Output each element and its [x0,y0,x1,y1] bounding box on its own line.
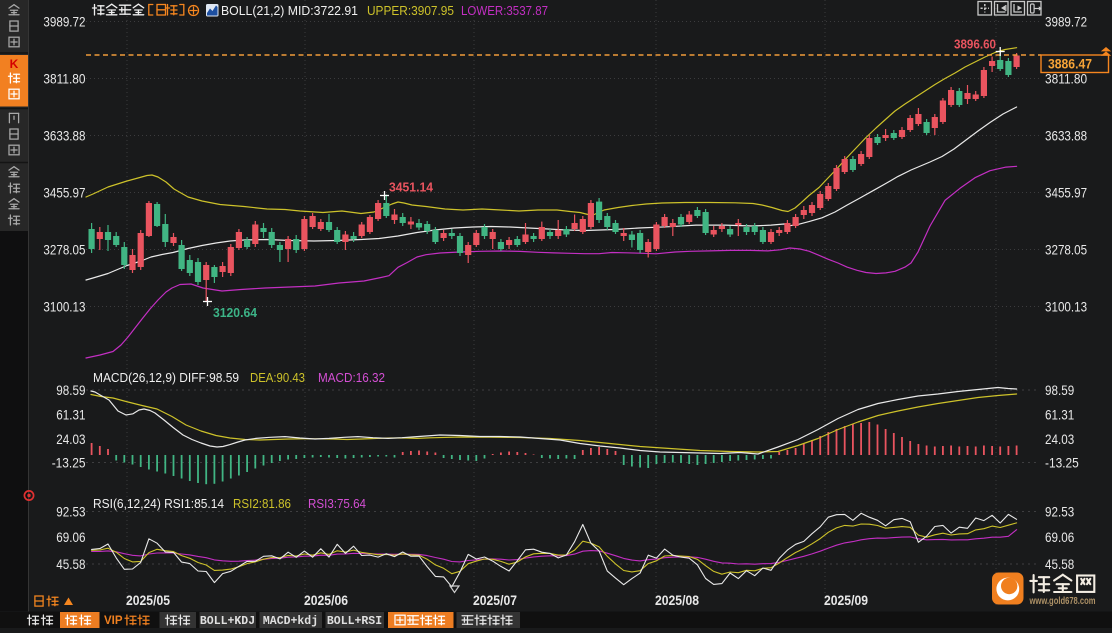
svg-text:3811.80: 3811.80 [43,71,85,86]
svg-text:61.31: 61.31 [1045,407,1074,422]
svg-text:3278.05: 3278.05 [1045,242,1087,257]
svg-text:BOLL+KDJ: BOLL+KDJ [200,615,255,628]
svg-text:61.31: 61.31 [56,407,85,422]
svg-text:98.59: 98.59 [56,383,85,398]
svg-text:VIP: VIP [104,615,123,627]
svg-text:3886.47: 3886.47 [1048,57,1092,72]
svg-text:-13.25: -13.25 [1045,455,1079,470]
svg-text:DEA:90.43: DEA:90.43 [250,370,305,385]
svg-text:24.03: 24.03 [56,432,85,447]
svg-text:3811.80: 3811.80 [1045,71,1087,86]
svg-text:2025/05: 2025/05 [126,593,170,608]
svg-text:3100.13: 3100.13 [1045,299,1087,314]
svg-text:69.06: 69.06 [1045,530,1074,545]
svg-text:LOWER:3537.87: LOWER:3537.87 [461,3,548,18]
svg-text:UPPER:3907.95: UPPER:3907.95 [367,3,454,18]
svg-text:92.53: 92.53 [1045,504,1074,519]
svg-text:24.03: 24.03 [1045,432,1074,447]
svg-text:3120.64: 3120.64 [213,305,258,320]
svg-text:2025/09: 2025/09 [824,593,868,608]
svg-text:MACD(26,12,9) DIFF:98.59: MACD(26,12,9) DIFF:98.59 [93,370,239,385]
svg-text:MACD:16.32: MACD:16.32 [318,370,385,385]
svg-text:RSI3:75.64: RSI3:75.64 [308,496,366,511]
svg-text:98.59: 98.59 [1045,383,1074,398]
svg-text:3455.97: 3455.97 [1045,185,1087,200]
svg-text:www.gold678.com: www.gold678.com [1029,596,1096,607]
svg-text:3989.72: 3989.72 [43,14,85,29]
svg-text:3633.88: 3633.88 [1045,128,1087,143]
svg-text:BOLL(21,2) MID:3722.91: BOLL(21,2) MID:3722.91 [221,3,358,18]
svg-text:RSI2:81.86: RSI2:81.86 [233,496,291,511]
svg-text:RSI(6,12,24) RSI1:85.14: RSI(6,12,24) RSI1:85.14 [93,496,224,511]
svg-text:3278.05: 3278.05 [43,242,85,257]
svg-text:BOLL+RSI: BOLL+RSI [327,615,382,628]
svg-text:3989.72: 3989.72 [1045,14,1087,29]
svg-text:3633.88: 3633.88 [43,128,85,143]
svg-text:3455.97: 3455.97 [43,185,85,200]
svg-text:45.58: 45.58 [56,557,85,572]
svg-text:3451.14: 3451.14 [389,180,434,195]
svg-text:2025/08: 2025/08 [655,593,699,608]
svg-text:3896.60: 3896.60 [954,37,996,52]
svg-text:2025/06: 2025/06 [304,593,348,608]
svg-text:45.58: 45.58 [1045,557,1074,572]
svg-text:69.06: 69.06 [56,530,85,545]
svg-text:K: K [10,57,19,71]
svg-text:-13.25: -13.25 [52,455,86,470]
svg-text:MACD+kdj: MACD+kdj [263,615,318,628]
svg-text:3100.13: 3100.13 [43,299,85,314]
svg-text:92.53: 92.53 [56,504,85,519]
svg-text:2025/07: 2025/07 [473,593,517,608]
